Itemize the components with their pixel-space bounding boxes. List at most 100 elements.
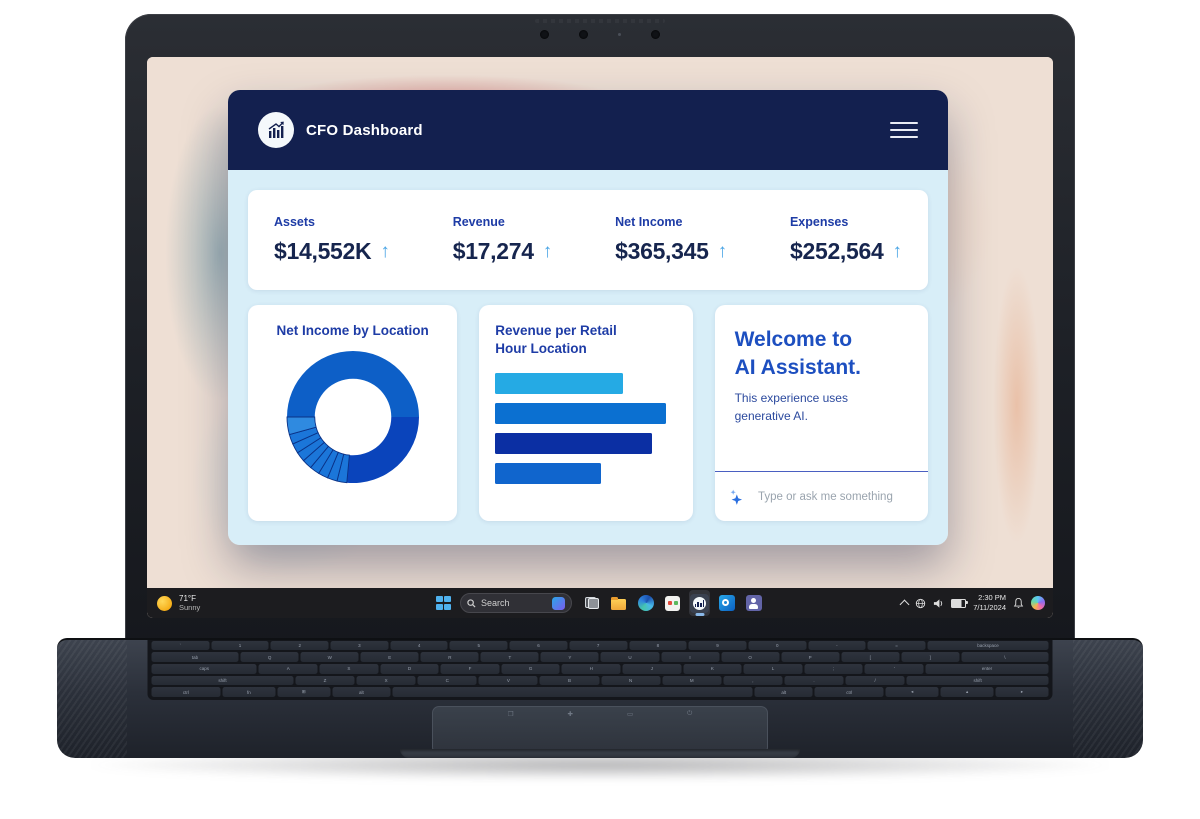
weather-widget[interactable]: 71°F Sunny <box>157 588 200 618</box>
stat-value: $365,345 <box>615 238 709 264</box>
key-f9: f9 <box>730 638 790 639</box>
stat-label: Assets <box>274 215 315 229</box>
taskbar-teams-icon[interactable] <box>743 590 764 616</box>
bell-icon[interactable] <box>1013 597 1024 609</box>
trend-up-icon: ↑ <box>892 240 903 262</box>
key-S: S <box>319 664 379 674</box>
key-P: P <box>781 652 840 663</box>
key-Q: Q <box>240 652 299 663</box>
key-▴: ▴ <box>940 687 994 698</box>
key-K: K <box>683 664 742 674</box>
stat-value: $252,564 <box>789 238 884 264</box>
key-Y: Y <box>540 652 599 663</box>
webcam-lens <box>579 30 588 39</box>
window-title: CFO Dashboard <box>306 121 423 139</box>
key-7: 7 <box>569 640 627 651</box>
key-V: V <box>478 675 538 686</box>
bar-4 <box>495 463 601 485</box>
ai-assistant-description: This experience uses generative AI. <box>734 391 848 423</box>
touchpad-mark-3: ▭ <box>626 711 634 718</box>
key-f2: f2 <box>299 638 359 639</box>
sun-icon <box>157 595 172 611</box>
key-J: J <box>622 664 682 674</box>
touchpad-mark-2: ✚ <box>567 711 573 718</box>
key-T: T <box>480 652 539 663</box>
key-,: , <box>723 675 783 686</box>
key-ctrl: ctrl <box>151 687 221 698</box>
taskbar-folder-icon[interactable] <box>608 590 629 616</box>
stat-expenses: Expenses $252,564 ↑ <box>790 215 902 265</box>
keyboard: escf1f2f3f4f5f6f7f8f9f10f11f12del `123456… <box>147 638 1053 700</box>
key-W: W <box>300 652 359 663</box>
taskbar-center: Search <box>436 588 764 618</box>
key-fn: fn <box>222 687 276 698</box>
stat-assets: Assets $14,552K ↑ <box>274 215 390 265</box>
stat-revenue: Revenue $17,274 ↑ <box>453 215 553 265</box>
key-shift: shift <box>906 675 1049 686</box>
key-F: F <box>440 664 500 674</box>
key-=: = <box>867 640 926 651</box>
windows-taskbar: 71°F Sunny Search <box>147 588 1053 618</box>
hamburger-menu-icon[interactable] <box>890 122 918 138</box>
taskbar-clock[interactable]: 2:30 PM 7/11/2024 <box>973 593 1006 613</box>
key-alt: alt <box>332 687 391 698</box>
key-f6: f6 <box>545 638 605 639</box>
taskbar-task-view-icon[interactable] <box>581 590 602 616</box>
key-I: I <box>661 652 720 663</box>
donut-segment-location-11 <box>286 416 317 435</box>
cfo-dashboard-window: CFO Dashboard Assets $14,552K ↑ Revenue $17,… <box>228 90 948 545</box>
key-;: ; <box>804 664 863 674</box>
key-H: H <box>561 664 621 674</box>
key-f8: f8 <box>669 638 729 639</box>
key-[: [ <box>841 652 900 663</box>
laptop-base: escf1f2f3f4f5f6f7f8f9f10f11f12del `123456… <box>57 638 1143 758</box>
ai-sparkle-icon <box>730 489 742 505</box>
chevron-up-icon[interactable] <box>899 599 910 610</box>
taskbar-cfo-dashboard-app-icon[interactable] <box>689 590 710 616</box>
taskbar-search[interactable]: Search <box>460 593 572 613</box>
ai-input-bar <box>714 471 928 521</box>
app-logo <box>258 112 294 148</box>
trend-up-icon: ↑ <box>542 240 553 262</box>
taskbar-store-app-icon[interactable] <box>662 590 683 616</box>
webcam-sensor <box>540 30 549 39</box>
ai-assistant-card: Welcome to AI Assistant. This experience… <box>714 305 928 521</box>
key-\: \ <box>961 652 1049 663</box>
key-R: R <box>420 652 479 663</box>
touchpad-mark-4: ⏻ <box>687 710 693 717</box>
ai-assistant-title: Welcome to AI Assistant. <box>734 328 862 379</box>
pinned-apps <box>581 590 764 616</box>
active-app-indicator <box>695 613 704 616</box>
key-f5: f5 <box>484 638 544 639</box>
search-placeholder: Search <box>481 598 510 608</box>
search-icon <box>467 598 476 608</box>
network-globe-icon[interactable] <box>915 598 926 609</box>
key-shift: shift <box>151 675 294 686</box>
taskbar-outlook-icon[interactable] <box>716 590 737 616</box>
stat-label: Net Income <box>615 215 683 229</box>
battery-icon[interactable] <box>951 598 968 608</box>
bing-icon <box>552 596 565 610</box>
webcam-led <box>618 33 621 36</box>
taskbar-edge-browser-icon[interactable] <box>635 590 656 616</box>
stat-label: Revenue <box>452 215 505 229</box>
key-space <box>392 687 753 698</box>
donut-chart-svg <box>286 350 419 483</box>
touchpad-marks: ❐ ✚ ▭ ⏻ <box>433 710 767 718</box>
key-8: 8 <box>629 640 687 651</box>
key-▸: ▸ <box>995 687 1049 698</box>
key-': ' <box>864 664 924 674</box>
copilot-icon[interactable] <box>1031 596 1045 610</box>
key-f7: f7 <box>607 638 667 639</box>
key-D: D <box>380 664 439 674</box>
key-f12: f12 <box>915 638 975 639</box>
ai-chat-input[interactable] <box>755 489 914 504</box>
weather-condition: Sunny <box>179 603 201 613</box>
key-O: O <box>721 652 780 663</box>
windows-start-icon[interactable] <box>436 595 451 611</box>
volume-icon[interactable] <box>933 598 944 609</box>
key-f10: f10 <box>792 638 852 639</box>
bar-2 <box>495 403 666 425</box>
key-1: 1 <box>211 640 269 651</box>
